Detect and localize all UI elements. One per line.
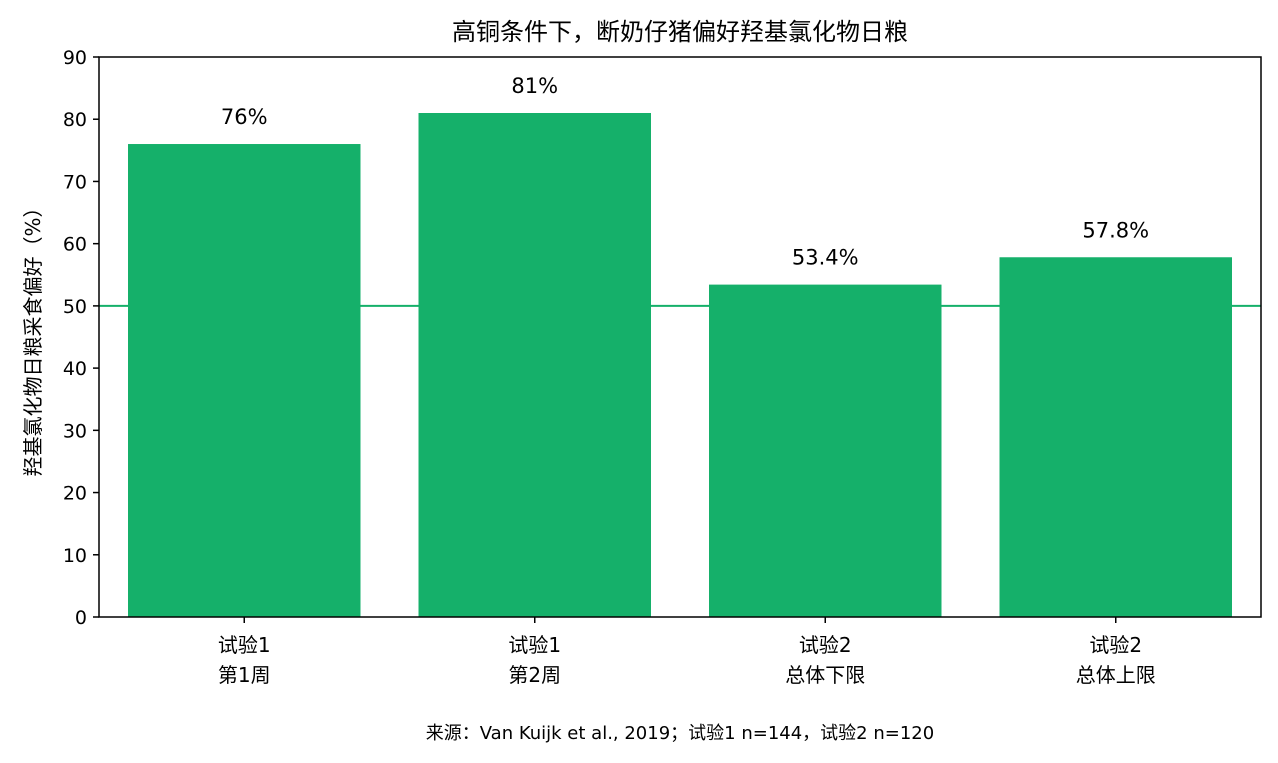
plot-frame: [98, 56, 1262, 618]
chart-title: 高铜条件下，断奶仔猪偏好羟基氯化物日粮: [452, 18, 908, 46]
data-label: 53.4%: [792, 246, 859, 270]
data-label: 76%: [221, 105, 268, 129]
plot-area: 76% 81% 53.4% 57.8% 0 10 20 30 40 50 60 70 80 90 试验1 第1…: [63, 47, 1262, 687]
x-tick-label: 试验1: [218, 633, 271, 657]
y-tick-label: 80: [63, 109, 87, 131]
y-tick-label: 40: [63, 358, 87, 380]
x-tick-label: 试验2: [1089, 633, 1142, 657]
bar-cover: [128, 144, 361, 617]
x-tick-label: 试验1: [508, 633, 561, 657]
x-tick-label: 第1周: [218, 663, 271, 687]
y-tick-label: 10: [63, 545, 87, 567]
y-tick-label: 70: [63, 171, 87, 193]
x-tick-label: 总体下限: [785, 663, 865, 687]
bar-cover: [418, 113, 651, 617]
y-tick-label: 50: [63, 296, 87, 318]
x-tick-label: 总体上限: [1076, 663, 1156, 687]
y-tick-label: 20: [63, 483, 87, 505]
y-tick-label: 30: [63, 420, 87, 442]
x-tick-label: 第2周: [508, 663, 561, 687]
bar-cover: [999, 257, 1232, 617]
y-tick-label: 0: [75, 607, 87, 629]
y-tick-label: 60: [63, 234, 87, 256]
bar-cover: [709, 284, 942, 617]
data-label: 81%: [511, 74, 558, 98]
x-tick-label: 试验2: [799, 633, 852, 657]
data-label: 57.8%: [1082, 218, 1149, 242]
y-tick-label: 90: [63, 47, 87, 69]
y-axis-label: 羟基氯化物日粮采食偏好（%）: [21, 197, 45, 476]
source-note: 来源：Van Kuijk et al., 2019；试验1 n=144，试验2 …: [426, 723, 934, 744]
